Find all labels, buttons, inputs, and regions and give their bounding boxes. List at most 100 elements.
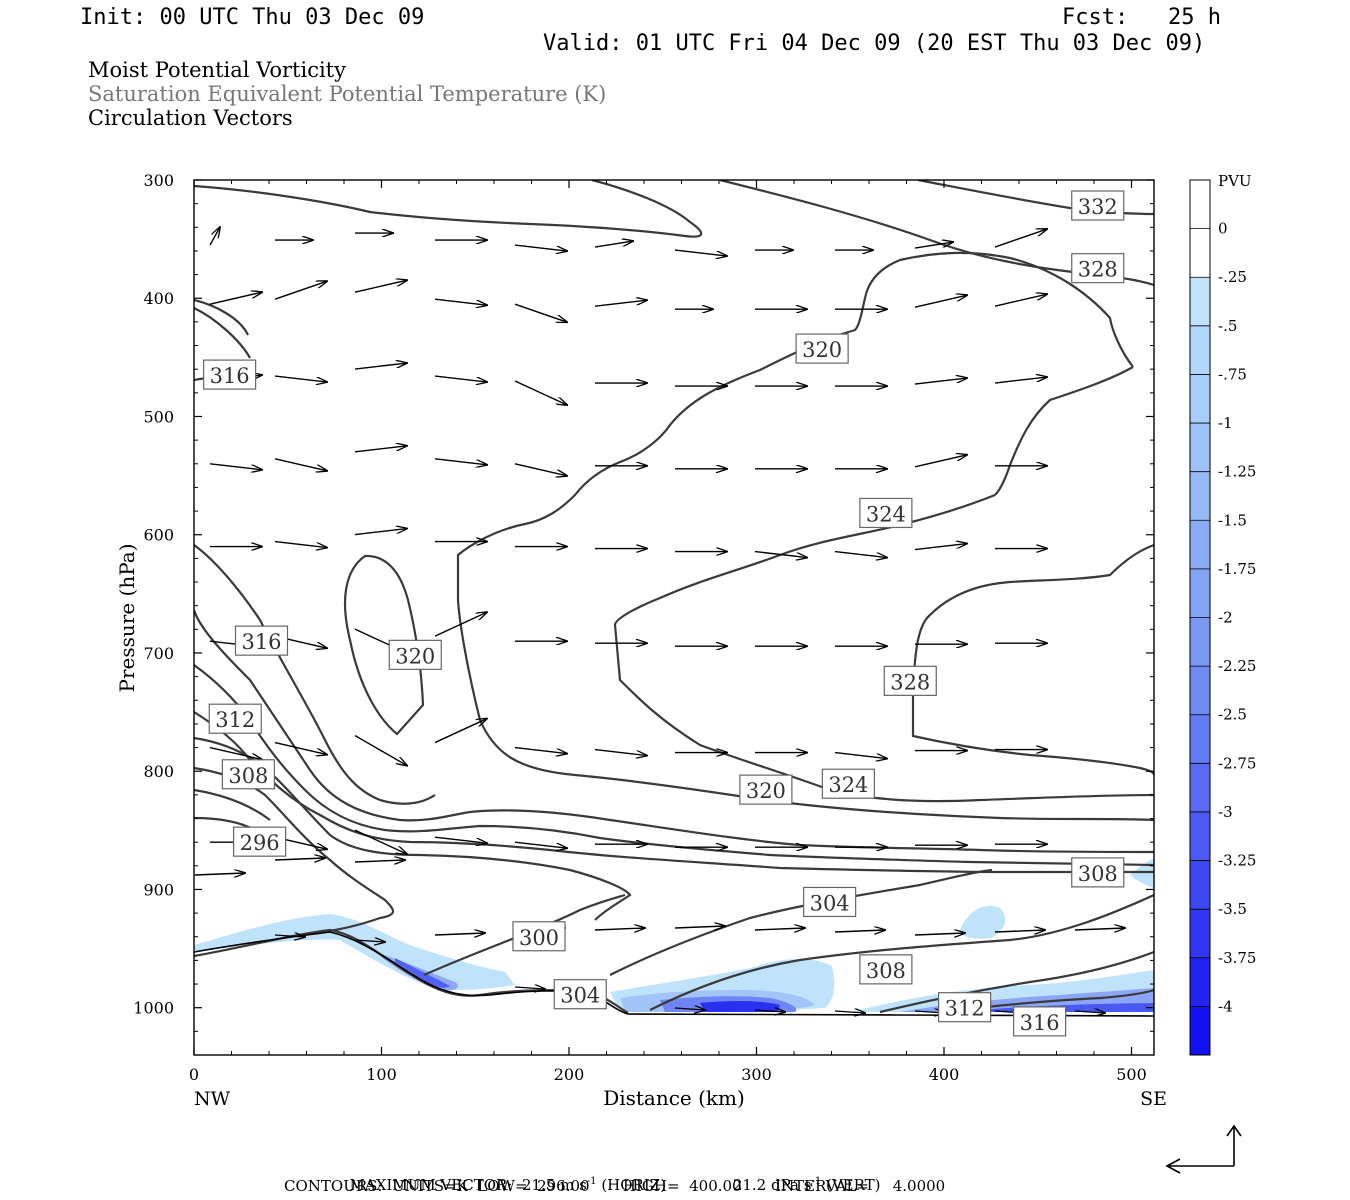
vector-arrow <box>514 244 567 251</box>
vector-arrow <box>834 751 887 759</box>
vector-arrow <box>274 858 325 860</box>
vector-arrow <box>594 300 647 307</box>
colorbar-swatch <box>1190 1006 1210 1056</box>
vector-arrow <box>914 378 967 385</box>
horiz-exponent: -1 <box>586 1176 597 1187</box>
contour-label-box <box>553 979 607 1010</box>
colorbar-label: -2.25 <box>1218 657 1256 675</box>
vector-arrow <box>354 860 405 862</box>
contour-label-box <box>803 886 857 918</box>
contour-label-box <box>938 992 992 1023</box>
vector-arrow <box>514 380 567 405</box>
x-tick-label: 200 <box>554 1065 585 1084</box>
vector-arrow <box>994 229 1047 248</box>
y-tick-label: 500 <box>143 407 174 426</box>
mpv-shading <box>194 858 1154 1012</box>
vector-arrow <box>434 458 487 465</box>
contour-label-box <box>221 759 275 790</box>
valid-time: Valid: 01 UTC Fri 04 Dec 09 (20 EST Thu … <box>543 31 1206 56</box>
vector-arrow <box>594 241 633 248</box>
horiz-value: 21.5 m s <box>521 1176 587 1194</box>
y-tick-label: 1000 <box>133 999 174 1018</box>
vector-arrow <box>914 455 967 468</box>
vector-arrow <box>194 873 245 875</box>
plot-frame <box>193 179 1155 1056</box>
field-title-vectors: Circulation Vectors <box>88 106 293 130</box>
contour-line <box>864 251 1134 368</box>
contour-line <box>194 609 1154 854</box>
vector-arrow <box>434 375 487 382</box>
vector-arrow <box>209 292 262 305</box>
contour-label-box <box>859 497 913 529</box>
colorbar-label: -2 <box>1218 609 1233 627</box>
contour-line <box>194 788 271 821</box>
contour-line <box>917 180 1154 216</box>
contour-label: 304 <box>810 891 850 915</box>
vector-arrow <box>674 1008 705 1010</box>
colorbar-swatch <box>1190 860 1210 910</box>
vert-tag: (VERT) <box>825 1176 881 1194</box>
contour-label-box <box>795 333 849 364</box>
y-axis-label: Pressure (hPa) <box>115 544 139 693</box>
colorbar: 0 -.25 -.5 -.75 -1 -1.25 -1.5 -1.75 -2 -2.25 -2.5 -… <box>1189 179 1256 1056</box>
contour-line <box>194 180 703 238</box>
colorbar-label: -3.25 <box>1218 852 1256 870</box>
x-tick-label: 400 <box>929 1065 960 1084</box>
contour-label: 312 <box>215 708 255 732</box>
colorbar-swatch <box>1190 714 1210 764</box>
vector-arrow <box>274 458 327 471</box>
contour-label: 312 <box>945 997 985 1021</box>
contour-label-box <box>1071 253 1125 284</box>
circulation-vectors <box>194 227 1125 1013</box>
colorbar-label: -.75 <box>1218 365 1247 383</box>
contour-line <box>879 950 1154 1014</box>
x-axis-label: Distance (km) <box>603 1086 745 1110</box>
reference-vector-icon <box>1165 1124 1242 1174</box>
colorbar-label: -3.5 <box>1218 900 1247 918</box>
contour-label: 324 <box>866 502 906 526</box>
vector-arrow <box>754 928 805 930</box>
vector-arrow <box>834 1011 865 1013</box>
contour-line <box>194 766 395 934</box>
x-tick-label: 0 <box>189 1065 199 1084</box>
vector-arrow <box>354 829 407 854</box>
mpv-patch <box>700 1000 780 1012</box>
colorbar-swatch <box>1190 568 1210 618</box>
y-axis: 300 400 500 600 700 800 900 1000 <box>133 171 1154 1032</box>
contour-label-box <box>234 625 289 656</box>
contour-label: 324 <box>828 773 868 797</box>
vector-arrow <box>209 227 220 246</box>
colorbar-label: -2.75 <box>1218 754 1256 772</box>
vector-arrow <box>1074 1011 1105 1013</box>
vector-arrow <box>914 242 953 249</box>
contour-label-box <box>821 768 875 799</box>
vector-arrow <box>274 281 327 300</box>
vector-arrow <box>354 734 407 766</box>
contour-line <box>194 307 251 359</box>
vector-arrow <box>354 940 385 942</box>
vector-arrow <box>594 748 647 756</box>
vector-arrow <box>354 363 407 370</box>
vector-arrow <box>914 933 965 935</box>
colorbar-swatch <box>1190 617 1210 667</box>
contour-label: 304 <box>560 984 600 1008</box>
colorbar-label: -1.5 <box>1218 511 1247 529</box>
mpv-patch <box>395 958 450 988</box>
contour-line <box>649 893 1154 1011</box>
vector-arrow <box>754 1010 785 1012</box>
colorbar-swatch <box>1190 471 1210 521</box>
y-tick-label: 600 <box>143 526 174 545</box>
theta-es-contours <box>194 180 1154 1014</box>
colorbar-label: -.5 <box>1218 317 1237 335</box>
horiz-tag: (HORIZ) <box>601 1176 667 1194</box>
y-tick-label: 400 <box>143 289 174 308</box>
x-axis-left-end: NW <box>194 1088 231 1110</box>
vector-arrow <box>434 933 485 935</box>
maximum-vector-line: MAXIMUM VECTOR: 21.5 m s-1 (HORIZ) 21.2 … <box>340 1158 881 1193</box>
field-title-mpv: Moist Potential Vorticity <box>88 58 346 82</box>
contour-label: 328 <box>890 670 930 694</box>
x-tick-label: 100 <box>366 1065 397 1084</box>
colorbar-swatch <box>1190 666 1210 716</box>
vector-arrow <box>674 249 727 256</box>
x-axis: 0 100 200 300 400 500 <box>189 180 1147 1084</box>
